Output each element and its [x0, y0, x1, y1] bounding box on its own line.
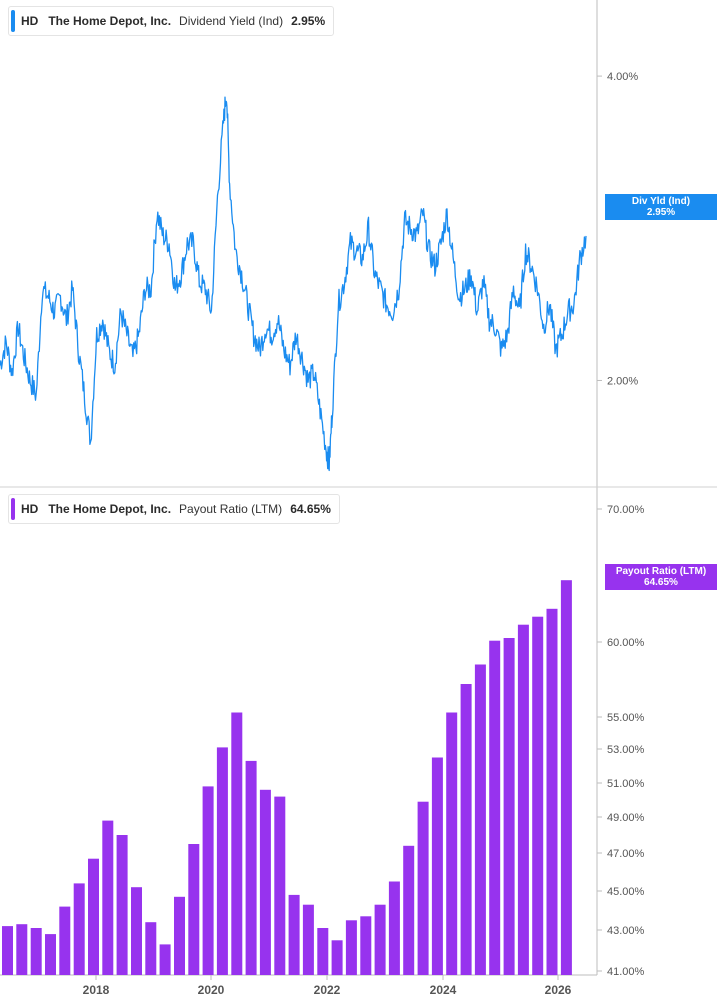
top-legend[interactable]: HD The Home Depot, Inc. Dividend Yield (… [8, 6, 335, 36]
payout-bar [202, 786, 214, 975]
payout-bar [417, 801, 429, 975]
payout-bar [116, 835, 128, 975]
y-tick-label: 53.00% [607, 744, 645, 756]
top-y-axis: 4.00% 2.00% [597, 71, 638, 387]
payout-bars [2, 580, 572, 976]
x-tick-label: 2018 [83, 983, 110, 997]
payout-bar [188, 844, 200, 975]
payout-bar [388, 881, 400, 975]
payout-bar [216, 747, 228, 975]
payout-bar [274, 796, 286, 975]
legend-company-name: The Home Depot, Inc. [48, 14, 172, 28]
bottom-legend[interactable]: HD The Home Depot, Inc. Payout Ratio (LT… [8, 494, 340, 524]
bottom-legend-swatch [11, 498, 15, 520]
legend-value: 2.95% [291, 14, 326, 28]
payout-bar [489, 640, 501, 975]
legend-metric: Payout Ratio (LTM) [179, 502, 283, 516]
x-tick-label: 2022 [314, 983, 341, 997]
y-tick-label: 2.00% [607, 375, 638, 387]
payout-bar [2, 926, 13, 975]
payout-bar [446, 712, 458, 975]
payout-bar [245, 760, 257, 975]
payout-bar [59, 906, 71, 975]
payout-bar [302, 904, 314, 975]
payout-bar [374, 904, 386, 975]
legend-ticker: HD [21, 502, 39, 516]
payout-bar [560, 580, 572, 975]
legend-value: 64.65% [290, 502, 331, 516]
payout-bar [546, 608, 558, 976]
legend-ticker: HD [21, 14, 39, 28]
payout-bar [73, 883, 85, 975]
payout-bar [360, 916, 372, 975]
payout-bar [174, 896, 185, 975]
payout-bar [45, 934, 56, 975]
y-tick-label: 41.00% [607, 966, 645, 978]
y-tick-label: 60.00% [607, 637, 645, 649]
payout-bar [88, 858, 99, 975]
legend-metric: Dividend Yield (Ind) [179, 14, 284, 28]
tag-label: Div Yld (Ind) [631, 196, 691, 207]
y-tick-label: 70.00% [607, 504, 645, 516]
y-tick-label: 55.00% [607, 712, 645, 724]
payout-bar [317, 928, 329, 975]
payout-bar [259, 789, 271, 975]
payout-bar [102, 820, 114, 975]
tag-value: 64.65% [644, 577, 678, 588]
payout-bar [474, 664, 486, 975]
payout-bar [131, 887, 142, 975]
payout-bar [30, 928, 42, 975]
payout-bar [503, 638, 515, 975]
payout-bar [431, 757, 443, 975]
payout-bar [159, 944, 171, 975]
payout-bar [460, 684, 472, 975]
dividend-yield-value-tag: Div Yld (Ind) 2.95% [605, 194, 717, 220]
payout-bar [16, 924, 28, 975]
tag-value: 2.95% [646, 207, 676, 218]
x-axis: 2018 2020 2022 2024 2026 [83, 975, 572, 997]
top-legend-swatch [11, 10, 15, 32]
y-tick-label: 4.00% [607, 71, 638, 83]
bottom-y-axis: 70.00% 60.00% 55.00% 53.00% 51.00% 49.00% 47.0… [597, 504, 645, 978]
y-tick-label: 45.00% [607, 886, 645, 898]
dividend-yield-line [0, 96, 587, 472]
payout-bar [517, 624, 529, 975]
x-tick-label: 2026 [545, 983, 572, 997]
x-tick-label: 2024 [430, 983, 457, 997]
y-tick-label: 49.00% [607, 812, 645, 824]
payout-bar [331, 940, 343, 976]
y-tick-label: 47.00% [607, 848, 645, 860]
tag-label: Payout Ratio (LTM) [615, 566, 707, 577]
payout-ratio-value-tag: Payout Ratio (LTM) 64.65% [605, 564, 717, 590]
x-tick-label: 2020 [198, 983, 225, 997]
payout-bar [145, 922, 157, 975]
payout-bar [345, 920, 357, 976]
y-tick-label: 51.00% [607, 778, 645, 790]
payout-bar [403, 845, 415, 975]
payout-bar [288, 894, 300, 975]
y-tick-label: 43.00% [607, 925, 645, 937]
payout-bar [231, 712, 243, 975]
payout-bar [532, 616, 544, 975]
legend-company-name: The Home Depot, Inc. [48, 502, 172, 516]
